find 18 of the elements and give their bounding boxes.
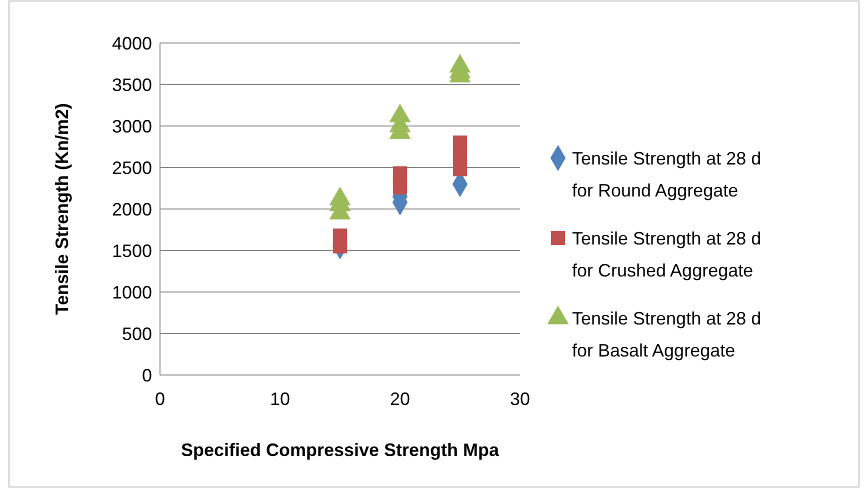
y-tick-label: 3000 bbox=[112, 116, 152, 136]
x-tick-label: 0 bbox=[154, 389, 166, 409]
y-tick-label: 2500 bbox=[112, 158, 152, 178]
x-tick-label: 20 bbox=[390, 389, 410, 409]
legend-label: Tensile Strength at 28 d for Basalt Aggregate bbox=[572, 308, 762, 360]
x-tick-label: 30 bbox=[510, 389, 530, 409]
y-tick-label: 500 bbox=[122, 324, 152, 344]
y-tick-label: 4000 bbox=[112, 33, 152, 54]
y-tick-label: 3500 bbox=[112, 74, 152, 95]
y-tick-label: 2000 bbox=[112, 199, 152, 220]
x-tick-label: 10 bbox=[270, 389, 290, 409]
y-tick-label: 1000 bbox=[112, 282, 152, 302]
legend-label: Tensile Strength at 28 d for Round Aggregate bbox=[572, 148, 762, 200]
legend-label: Tensile Strength at 28 d for Crushed Aggregate bbox=[572, 228, 762, 280]
y-tick-label: 0 bbox=[142, 365, 152, 386]
x-axis-title: Specified Compressive Strength Mpa bbox=[180, 440, 500, 460]
y-axis-title: Tensile Strength (Kn/m2) bbox=[52, 103, 72, 315]
y-tick-label: 1500 bbox=[112, 240, 152, 261]
